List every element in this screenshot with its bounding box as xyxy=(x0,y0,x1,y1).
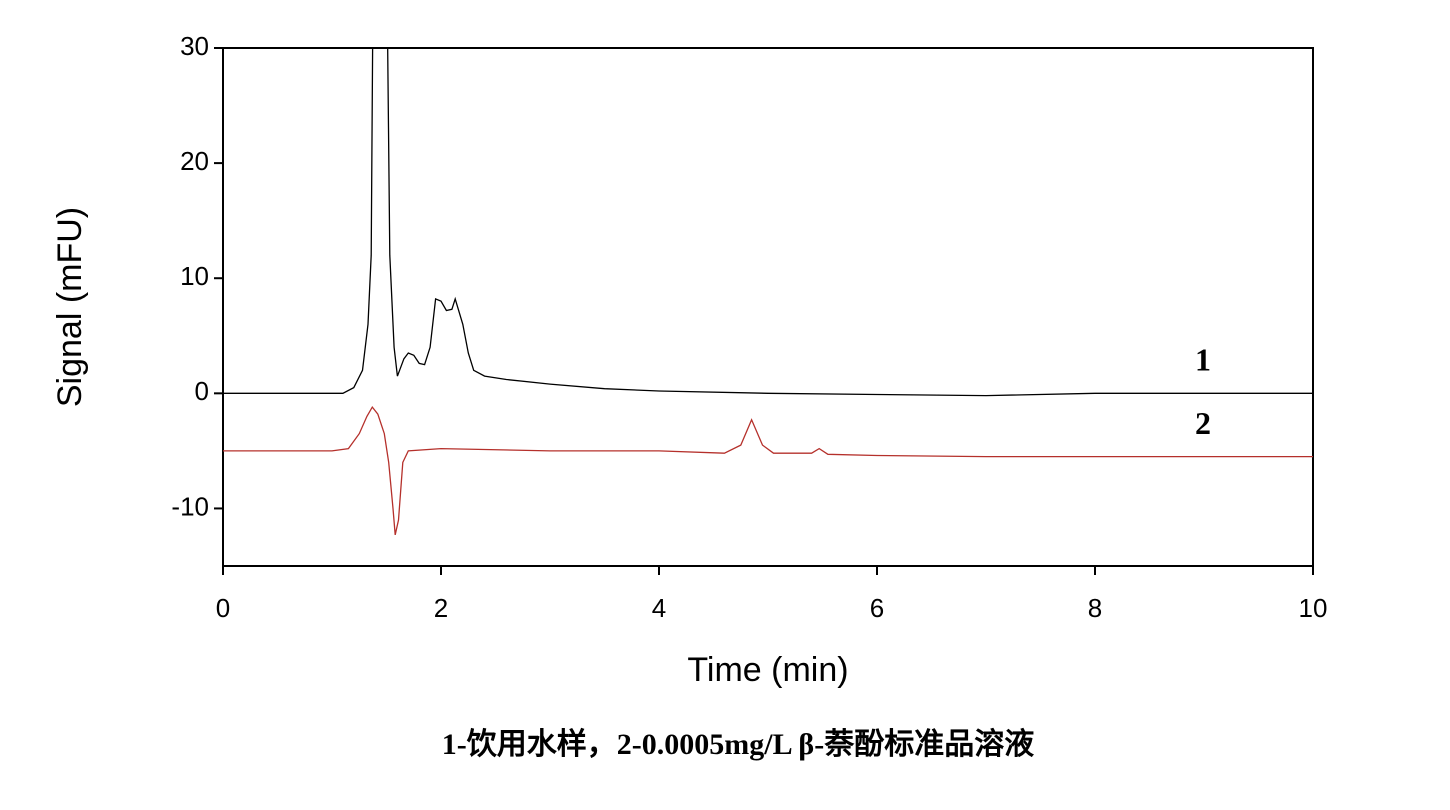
caption: 1-饮用水样，2-0.0005mg/L β-萘酚标准品溶液 xyxy=(442,727,1034,761)
y-tick-label: 20 xyxy=(180,146,209,176)
x-tick-label: 2 xyxy=(434,593,448,623)
plot-frame xyxy=(222,47,1314,567)
y-tick-label: 0 xyxy=(195,376,209,406)
x-tick-label: 4 xyxy=(652,593,666,623)
y-tick-label: 30 xyxy=(180,31,209,61)
y-tick-label: -10 xyxy=(171,491,209,521)
series-label: 1 xyxy=(1195,342,1211,378)
x-tick-label: 6 xyxy=(870,593,884,623)
plot-area xyxy=(223,48,1313,536)
series-label: 2 xyxy=(1195,405,1211,441)
y-tick-label: 10 xyxy=(180,261,209,291)
x-tick-label: 10 xyxy=(1299,593,1328,623)
y-axis-label: Signal (mFU) xyxy=(51,207,89,407)
x-tick-label: 0 xyxy=(216,593,230,623)
series-line xyxy=(223,48,1313,397)
x-tick-label: 8 xyxy=(1088,593,1102,623)
series-line xyxy=(223,405,1313,536)
x-axis-label: Time (min) xyxy=(687,651,848,689)
